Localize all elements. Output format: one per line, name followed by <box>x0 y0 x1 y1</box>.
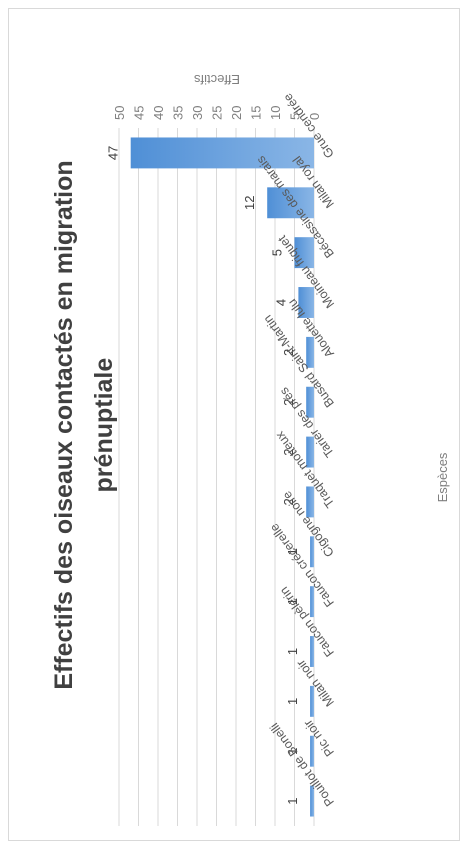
data-label: 1 <box>285 748 300 755</box>
bar <box>310 685 314 717</box>
bar <box>306 486 314 518</box>
category-label: Milan noir <box>294 657 337 709</box>
data-label: 1 <box>285 548 300 555</box>
y-tick-labels: 05 10 15 20 25 30 35 40 45 50 <box>112 106 322 120</box>
bar <box>306 336 314 368</box>
category-label: Pouillot de Bonelli <box>267 720 337 809</box>
bar <box>130 137 314 169</box>
bar <box>294 237 314 269</box>
data-label: 4 <box>273 299 288 306</box>
data-label: 2 <box>281 448 296 455</box>
bar <box>310 536 314 568</box>
data-label: 1 <box>285 797 300 804</box>
bar <box>306 386 314 418</box>
y-tick-label: 15 <box>249 106 264 120</box>
y-axis-title: Effectifs <box>193 72 240 87</box>
y-tick-label: 35 <box>171 106 186 120</box>
data-label: 2 <box>281 349 296 356</box>
chart-title-line-1: Effectifs des oiseaux contactés en migra… <box>50 160 78 689</box>
y-tick-label: 5 <box>288 113 303 120</box>
bar <box>310 586 314 618</box>
category-label: Faucon crécerelle <box>267 521 337 610</box>
bars <box>130 137 314 817</box>
data-label: 1 <box>285 648 300 655</box>
bar <box>310 785 314 817</box>
data-label: 2 <box>281 498 296 505</box>
x-axis-title: Espèces <box>435 452 450 502</box>
data-label: 1 <box>285 598 300 605</box>
bar <box>310 636 314 667</box>
category-label: Pic noir <box>301 717 337 759</box>
data-labels: 47 12 5 4 2 2 2 2 1 1 1 1 1 1 <box>106 146 300 805</box>
data-label: 47 <box>106 146 121 160</box>
chart-title-line-2: prénuptiale <box>90 358 118 493</box>
gridlines <box>118 128 315 826</box>
bar <box>306 436 314 468</box>
y-tick-label: 0 <box>307 113 322 120</box>
y-tick-label: 45 <box>132 106 147 120</box>
y-tick-label: 40 <box>151 106 166 120</box>
data-label: 5 <box>270 249 285 256</box>
y-tick-label: 10 <box>268 106 283 120</box>
bar <box>267 187 314 219</box>
y-tick-label: 30 <box>190 106 205 120</box>
bar <box>310 735 314 767</box>
y-tick-label: 50 <box>112 106 127 120</box>
y-tick-label: 20 <box>229 106 244 120</box>
data-label: 2 <box>281 399 296 406</box>
data-label: 1 <box>285 698 300 705</box>
data-label: 12 <box>242 196 257 210</box>
y-tick-label: 25 <box>210 106 225 120</box>
bar <box>298 287 314 318</box>
